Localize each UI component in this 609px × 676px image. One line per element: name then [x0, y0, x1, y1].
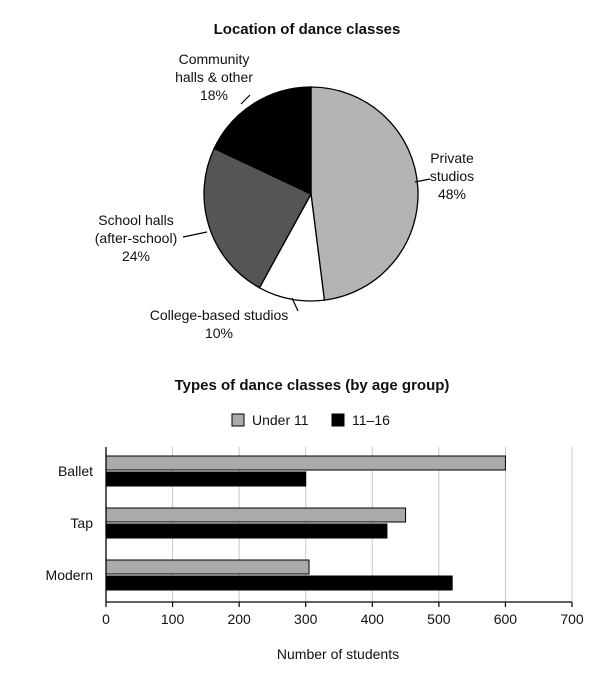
pie-slice-label-2: School halls [98, 212, 174, 228]
x-tick-label-500: 500 [427, 611, 451, 627]
pie-slice-0 [310, 86, 419, 301]
pie-leader-line-0 [414, 178, 431, 183]
pie-chart: Location of dance classes Private studios… [95, 21, 474, 341]
legend-swatch-1 [331, 413, 345, 427]
category-label-tap: Tap [70, 515, 93, 531]
pie-slice-value-3: 18% [200, 87, 228, 103]
pie-leader-line-1 [291, 297, 299, 312]
x-tick-label-400: 400 [361, 611, 385, 627]
pie-slice-label-0: Private [430, 150, 474, 166]
pie-slice-label-1: College-based studios [150, 307, 289, 323]
category-label-ballet: Ballet [58, 463, 93, 479]
bar-ballet-series-1 [105, 471, 307, 487]
x-tick-label-700: 700 [560, 611, 584, 627]
bar-chart-x-axis-label: Number of students [277, 646, 399, 662]
x-tick-label-300: 300 [294, 611, 318, 627]
legend-swatch-0 [231, 413, 245, 427]
x-tick-label-0: 0 [102, 611, 110, 627]
category-label-modern: Modern [46, 567, 93, 583]
x-tick-label-200: 200 [227, 611, 251, 627]
pie-leader-line-3 [240, 94, 251, 105]
x-tick-label-600: 600 [494, 611, 518, 627]
pie-slice-label-3: Community [179, 51, 250, 67]
bar-tap-series-0 [105, 507, 407, 523]
pie-slice-label-3: halls & other [175, 69, 253, 85]
x-tick-label-100: 100 [161, 611, 185, 627]
pie-slice-value-1: 10% [205, 325, 233, 341]
legend-label-0: Under 11 [252, 412, 309, 428]
pie-slice-2 [203, 147, 312, 289]
pie-slice-value-2: 24% [122, 248, 150, 264]
bar-chart-title: Types of dance classes (by age group) [175, 377, 450, 394]
pie-chart-title: Location of dance classes [214, 21, 401, 38]
pie-slice-value-0: 48% [438, 186, 466, 202]
pie-slice-label-2: (after-school) [95, 230, 177, 246]
bar-modern-series-0 [105, 559, 310, 575]
pie-slice-label-0: studios [430, 168, 474, 184]
pie-slice-3 [213, 86, 312, 196]
bar-modern-series-1 [105, 575, 453, 591]
pie-leader-line-2 [182, 231, 208, 238]
bar-tap-series-1 [105, 523, 388, 539]
bar-ballet-series-0 [105, 455, 506, 471]
legend-label-1: 11–16 [352, 412, 390, 428]
